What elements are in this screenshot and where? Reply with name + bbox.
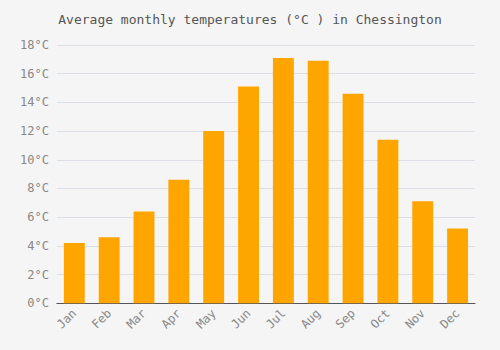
svg-text:Sep: Sep [333, 306, 358, 331]
svg-text:Mar: Mar [124, 306, 149, 331]
svg-text:Jul: Jul [263, 306, 288, 331]
svg-text:18°C: 18°C [20, 38, 49, 52]
svg-text:Aug: Aug [298, 306, 323, 331]
svg-text:Apr: Apr [159, 306, 184, 331]
svg-text:0°C: 0°C [27, 296, 49, 310]
svg-text:Jun: Jun [228, 306, 253, 331]
svg-text:2°C: 2°C [27, 268, 49, 282]
svg-text:12°C: 12°C [20, 124, 49, 138]
svg-text:8°C: 8°C [27, 181, 49, 195]
svg-text:Feb: Feb [89, 306, 114, 331]
svg-text:6°C: 6°C [27, 210, 49, 224]
svg-text:May: May [193, 306, 218, 331]
svg-text:Nov: Nov [402, 306, 427, 331]
svg-text:Jan: Jan [54, 306, 79, 331]
svg-text:16°C: 16°C [20, 67, 49, 81]
svg-text:Oct: Oct [368, 306, 393, 331]
svg-text:14°C: 14°C [20, 95, 49, 109]
svg-text:Dec: Dec [437, 306, 462, 331]
svg-text:10°C: 10°C [20, 153, 49, 167]
svg-text:4°C: 4°C [27, 239, 49, 253]
svg-text:Average monthly temperatures (: Average monthly temperatures (°C ) in Ch… [58, 12, 442, 27]
